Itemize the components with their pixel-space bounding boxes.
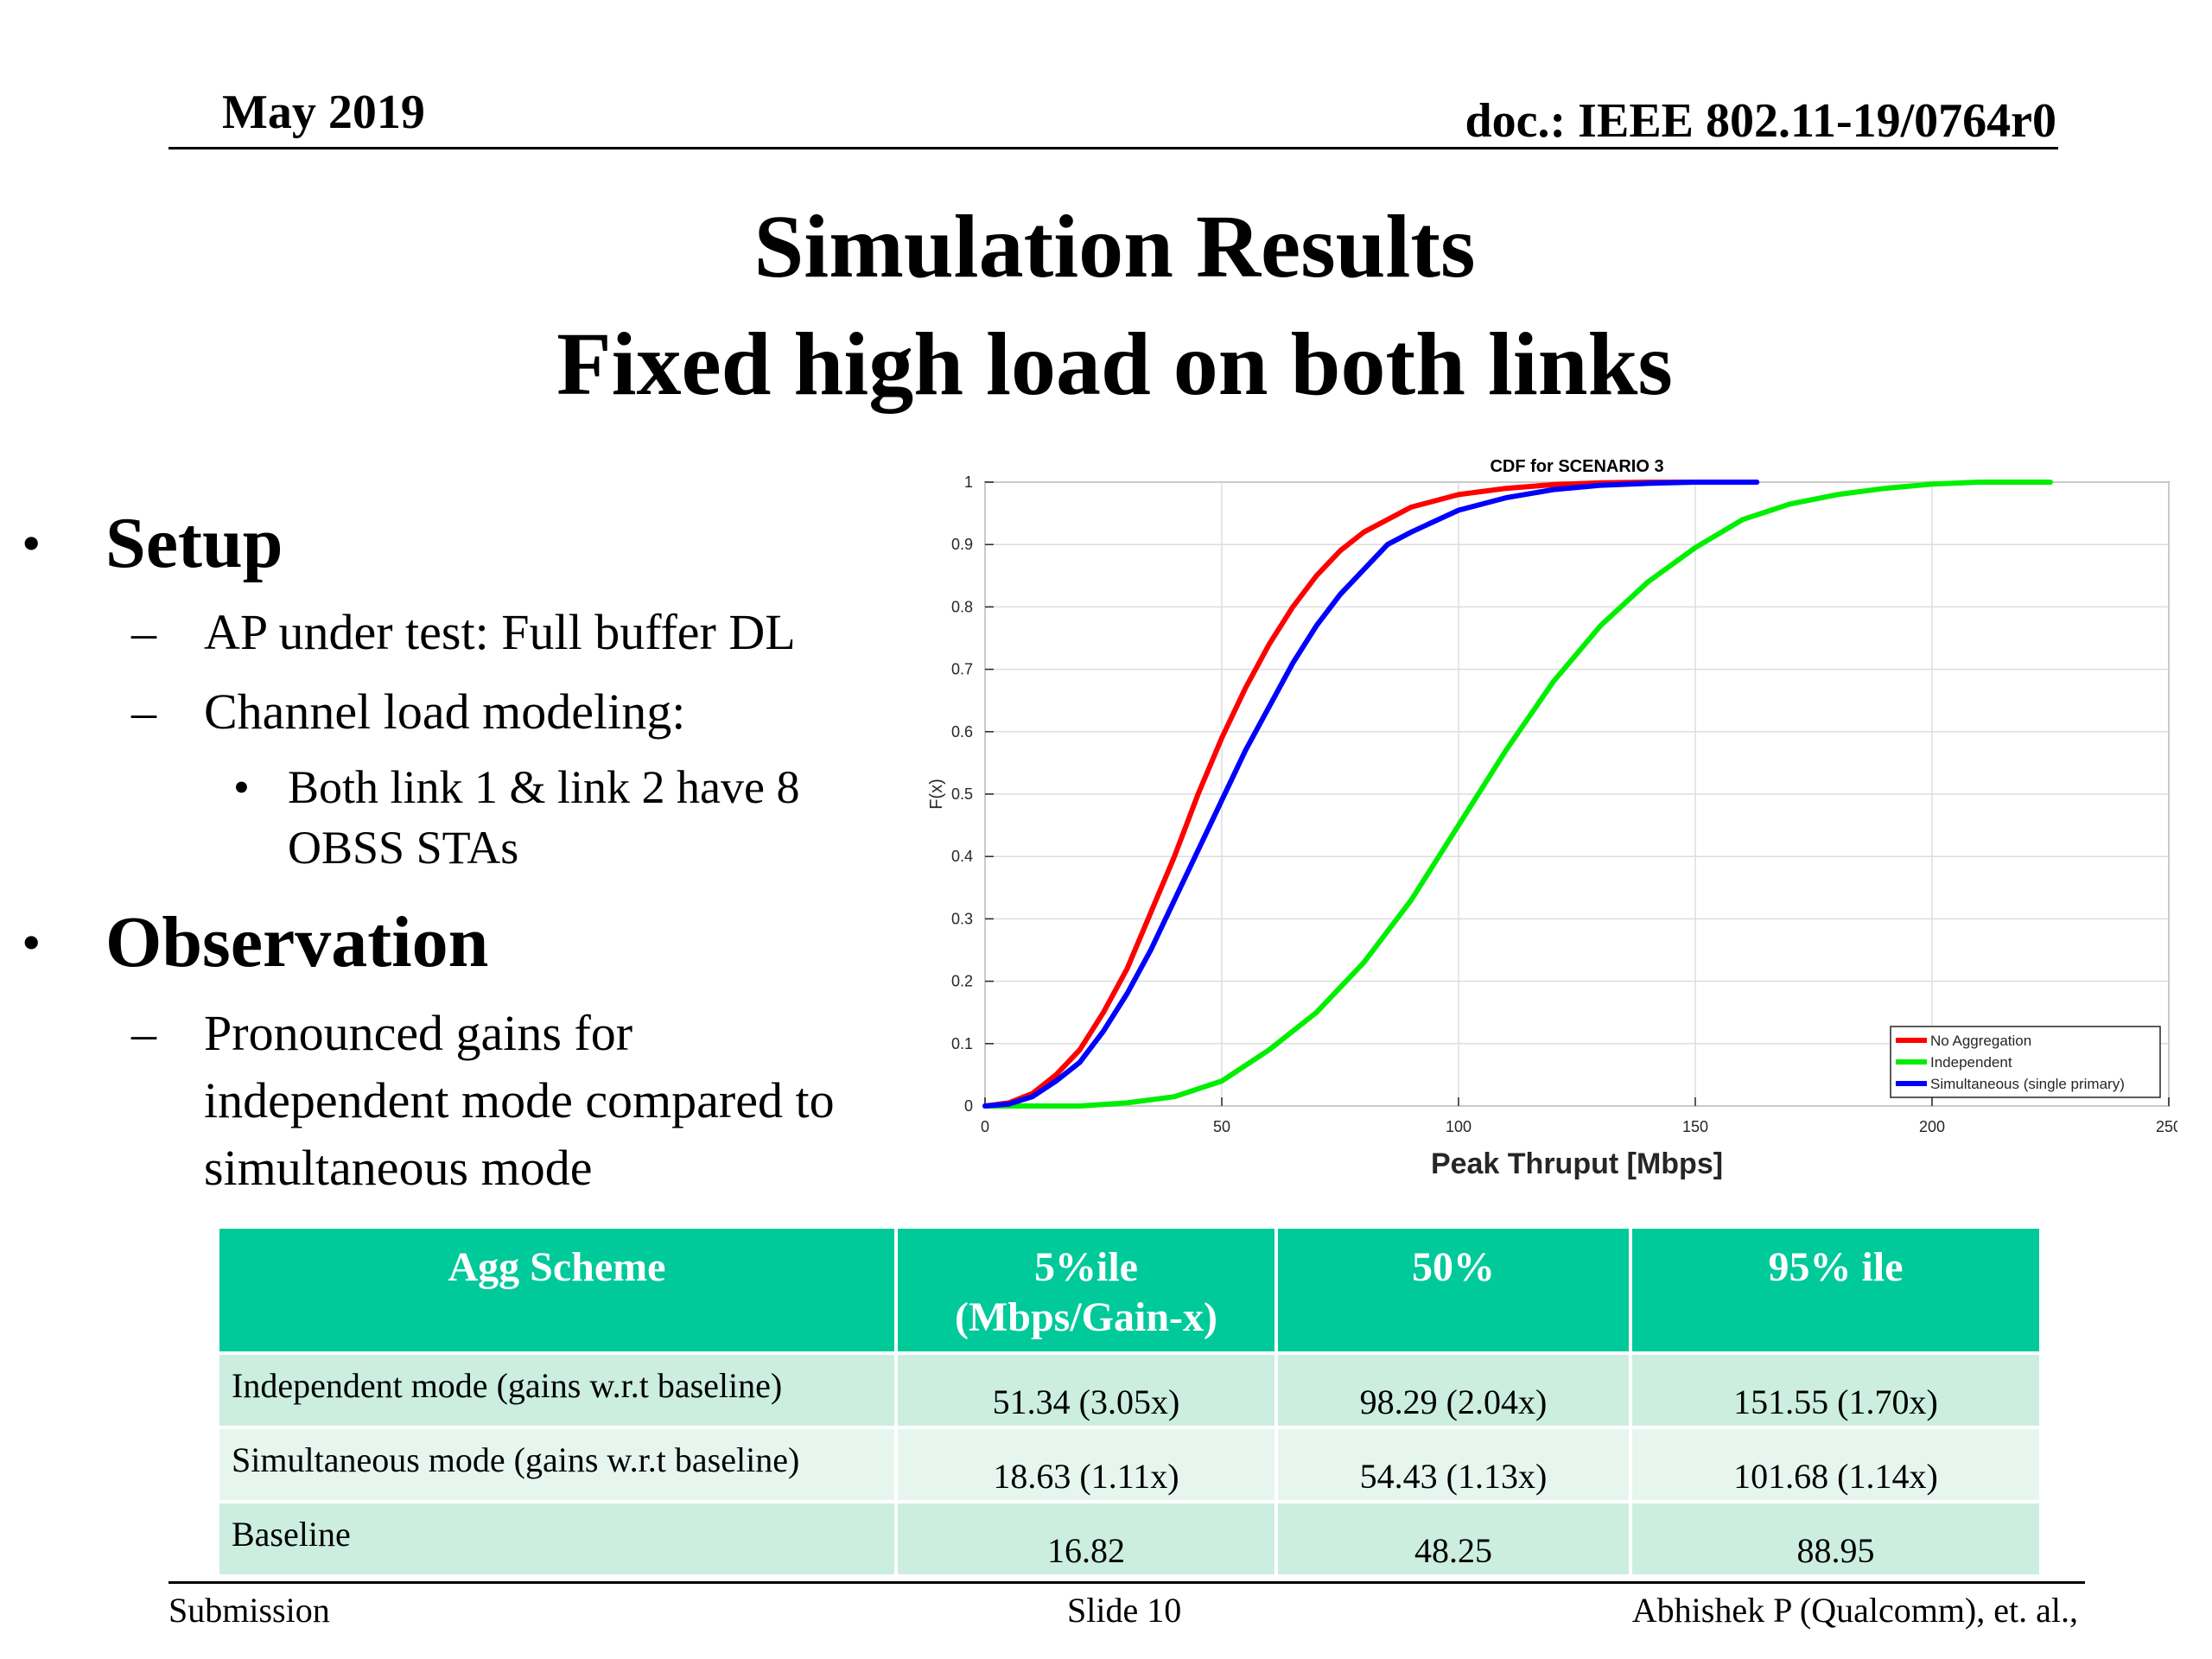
header-divider [168,147,2058,149]
header-95pct: 95% ile [1629,1225,2043,1355]
cdf-chart: 0 50 100 150 200 250 0 0.1 0.2 0.3 0.4 0.5 0.6 0.7 0.8… [927,457,2177,1180]
cell-95pct: 101.68 (1.14x) [1629,1426,2043,1503]
legend-label: Simultaneous (single primary) [1930,1076,2125,1092]
header-doc-id: doc.: IEEE 802.11-19/0764r0 [1465,94,2056,148]
legend-label: No Aggregation [1930,1033,2031,1049]
x-tick-label: 50 [1213,1118,1230,1135]
cell-5pct: 18.63 (1.11x) [894,1426,1278,1503]
table-row: Baseline 16.82 48.25 88.95 [216,1500,2043,1578]
series-line [982,480,1760,1109]
observation-line: simultaneous mode [204,1140,593,1196]
series-line [982,480,1760,1109]
sub-bullet-dot: • [233,761,250,813]
setup-sub-item-cont: OBSS STAs [288,822,519,874]
y-tick-label: 0.2 [951,973,973,990]
series-line [982,480,2053,1109]
y-tick-label: 1 [964,474,973,491]
cell-50pct: 48.25 [1274,1500,1632,1578]
cell-95pct: 88.95 [1629,1500,2043,1578]
header-date: May 2019 [222,86,425,139]
table-row: Independent mode (gains w.r.t baseline) … [216,1351,2043,1429]
cell-5pct: 51.34 (3.05x) [894,1351,1278,1429]
legend-label: Independent [1930,1054,2012,1071]
cell-5pct: 16.82 [894,1500,1278,1578]
y-tick-label: 0.3 [951,910,973,927]
y-axis-label: F(x) [927,779,946,810]
footer-divider [168,1581,2085,1584]
y-tick-label: 0 [964,1097,973,1115]
y-tick-label: 0.7 [951,661,973,678]
footer-author: Abhishek P (Qualcomm), et. al., [1631,1591,2078,1630]
x-tick-label: 150 [1682,1118,1708,1135]
setup-sub-item: Both link 1 & link 2 have 8 [288,761,800,813]
slide-title: Simulation Results [753,197,1476,296]
chart-title: CDF for SCENARIO 3 [1490,457,1663,476]
header-50pct: 50% [1274,1225,1632,1355]
header-agg-scheme: Agg Scheme [216,1225,898,1355]
row-label: Simultaneous mode (gains w.r.t baseline) [216,1426,898,1503]
observation-line: Pronounced gains for [204,1005,633,1061]
dash-marker: – [131,604,156,660]
results-table: Agg Scheme 5%ile (Mbps/Gain-x) 50% 95% il… [216,1225,2043,1578]
row-label: Independent mode (gains w.r.t baseline) [216,1351,898,1429]
cell-50pct: 54.43 (1.13x) [1274,1426,1632,1503]
bullet-dot: • [22,912,41,973]
setup-item: AP under test: Full buffer DL [204,604,796,660]
cell-50pct: 98.29 (2.04x) [1274,1351,1632,1429]
x-axis-label: Peak Thruput [Mbps] [1431,1147,1723,1180]
x-tick-label: 100 [1446,1118,1471,1135]
y-tick-label: 0.9 [951,536,973,553]
slide-subtitle: Fixed high load on both links [556,315,1673,414]
dash-marker: – [131,1005,156,1061]
footer-slide-number: Slide 10 [1067,1591,1182,1630]
dash-marker: – [131,683,156,740]
cell-95pct: 151.55 (1.70x) [1629,1351,2043,1429]
x-tick-label: 250 [2156,1118,2177,1135]
table-row: Simultaneous mode (gains w.r.t baseline)… [216,1426,2043,1503]
y-tick-label: 0.5 [951,785,973,803]
x-tick-label: 0 [981,1118,989,1135]
legend-box [1890,1026,2161,1098]
setup-item: Channel load modeling: [204,683,686,740]
observation-line: independent mode compared to [204,1072,835,1128]
y-tick-label: 0.4 [951,848,973,865]
y-tick-label: 0.8 [951,598,973,615]
bullet-setup: Setup [105,503,283,583]
bullet-observation: Observation [105,902,489,982]
table-header-row: Agg Scheme 5%ile (Mbps/Gain-x) 50% 95% il… [216,1225,2043,1355]
row-label: Baseline [216,1500,898,1578]
header-5pct: 5%ile (Mbps/Gain-x) [894,1225,1278,1355]
x-tick-label: 200 [1919,1118,1945,1135]
y-tick-label: 0.6 [951,723,973,741]
bullet-dot: • [22,512,41,574]
y-tick-label: 0.1 [951,1035,973,1052]
footer-submission: Submission [168,1591,330,1630]
